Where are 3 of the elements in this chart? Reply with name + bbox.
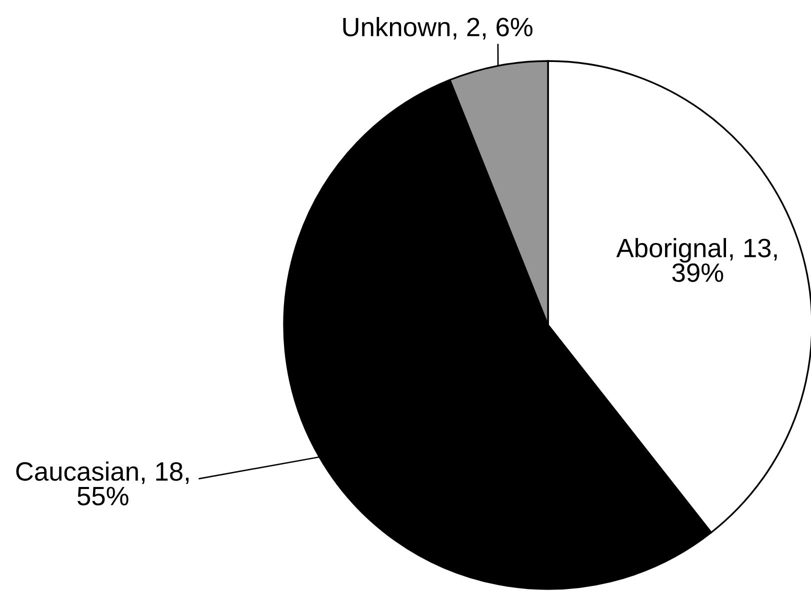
slice-label: Caucasian, 18, 55% [16,461,189,506]
slice-label: Aborignal, 13, 39% [616,238,777,282]
slice-label: Unknown, 2, 6% [343,17,532,40]
